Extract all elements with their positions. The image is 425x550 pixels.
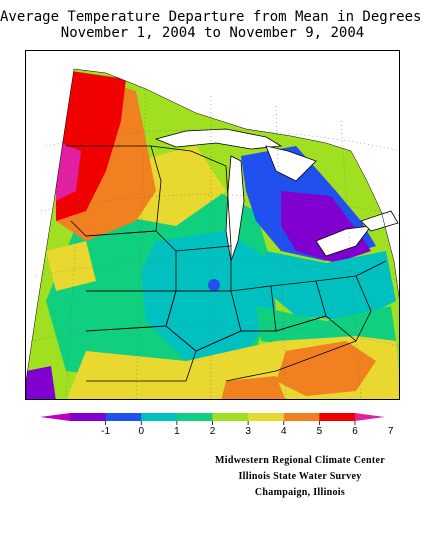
legend-color-box <box>283 413 320 421</box>
temperature-departure-map <box>25 50 400 400</box>
legend-arrow-high <box>355 413 385 421</box>
map-title-line-1: Average Temperature Departure from Mean … <box>0 9 425 25</box>
map-canvas <box>26 51 399 399</box>
legend-tick-label: 0 <box>138 426 145 437</box>
color-legend <box>40 413 385 425</box>
legend-tick-label: 5 <box>316 426 323 437</box>
legend-color-box <box>319 413 356 421</box>
legend-arrow-low <box>40 413 70 421</box>
credit-line-1: Midwestern Regional Climate Center <box>215 455 385 466</box>
legend-color-box <box>141 413 178 421</box>
state-boundaries <box>66 145 387 382</box>
legend-tick-label: 2 <box>209 426 216 437</box>
legend-tick-label: 4 <box>280 426 287 437</box>
credit-line-3: Champaign, Illinois <box>254 487 346 498</box>
legend-tick-label: 7 <box>387 426 394 437</box>
great-lakes <box>154 128 399 262</box>
legend-color-box <box>248 413 285 421</box>
map-title-line-2: November 1, 2004 to November 9, 2004 <box>60 25 365 41</box>
legend-tick-label: 3 <box>245 426 251 437</box>
legend-tick-label: -1 <box>101 426 111 437</box>
legend-color-box <box>70 413 107 421</box>
legend-color-box <box>105 413 142 421</box>
legend-color-box <box>176 413 213 421</box>
graticule <box>30 70 399 399</box>
map-edge <box>26 68 399 399</box>
credit-line-2: Illinois State Water Survey <box>238 471 362 482</box>
legend-tick-label: 1 <box>174 426 180 437</box>
legend-color-box <box>212 413 249 421</box>
legend-tick-label: 6 <box>352 426 358 437</box>
